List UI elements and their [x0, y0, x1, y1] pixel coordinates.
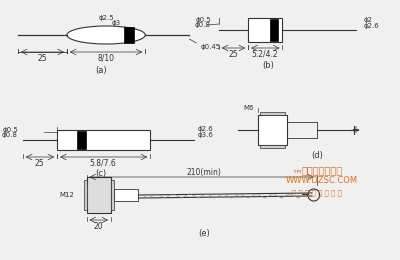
Bar — [57, 130, 150, 150]
Text: ϕ0.8: ϕ0.8 — [2, 132, 18, 138]
Text: (a): (a) — [95, 66, 107, 75]
Text: WWW.DZSC.COM: WWW.DZSC.COM — [286, 176, 358, 185]
Bar — [86, 177, 111, 213]
Text: 25: 25 — [229, 49, 238, 58]
Text: ϕ0.5: ϕ0.5 — [195, 17, 211, 23]
Text: ϕ3: ϕ3 — [111, 20, 120, 26]
Text: (c): (c) — [96, 168, 107, 178]
Text: 5.8/7.6: 5.8/7.6 — [90, 159, 116, 167]
Bar — [77, 131, 86, 149]
Bar — [258, 115, 287, 145]
Text: ϕ3.6: ϕ3.6 — [197, 132, 213, 138]
Text: (d): (d) — [311, 151, 323, 159]
Text: (e): (e) — [198, 229, 210, 237]
Text: ϕ2: ϕ2 — [364, 17, 373, 23]
Text: ™: ™ — [292, 170, 303, 180]
Text: ϕ0.8: ϕ0.8 — [195, 22, 211, 28]
Text: 25: 25 — [35, 159, 44, 167]
Text: 20: 20 — [94, 222, 103, 231]
Text: 8/10: 8/10 — [98, 54, 114, 62]
Text: ϕ0.45: ϕ0.45 — [200, 44, 220, 50]
Bar — [124, 27, 134, 43]
Text: M12: M12 — [60, 192, 75, 198]
Bar — [260, 112, 285, 115]
Text: ϕ2.6: ϕ2.6 — [364, 23, 380, 29]
Text: 5.2/4.2: 5.2/4.2 — [252, 49, 278, 58]
Bar — [260, 145, 285, 148]
Bar — [248, 18, 282, 42]
Bar — [114, 189, 138, 201]
Bar — [84, 180, 86, 210]
Text: 维库电子市场网: 维库电子市场网 — [301, 165, 342, 175]
Text: ϕ2.5: ϕ2.5 — [98, 15, 114, 21]
Text: 全 球 最 大 采 购 网 站: 全 球 最 大 采 购 网 站 — [292, 190, 342, 196]
Text: M6: M6 — [243, 105, 253, 111]
Text: +: + — [351, 125, 359, 135]
Text: 210(min): 210(min) — [187, 167, 222, 177]
Text: ϕ2.6: ϕ2.6 — [197, 126, 213, 132]
Bar — [270, 19, 278, 41]
Text: 25: 25 — [38, 54, 47, 62]
Text: ϕ0.5: ϕ0.5 — [2, 127, 18, 133]
Text: (b): (b) — [262, 61, 274, 69]
Ellipse shape — [67, 26, 145, 44]
Bar — [111, 180, 114, 210]
